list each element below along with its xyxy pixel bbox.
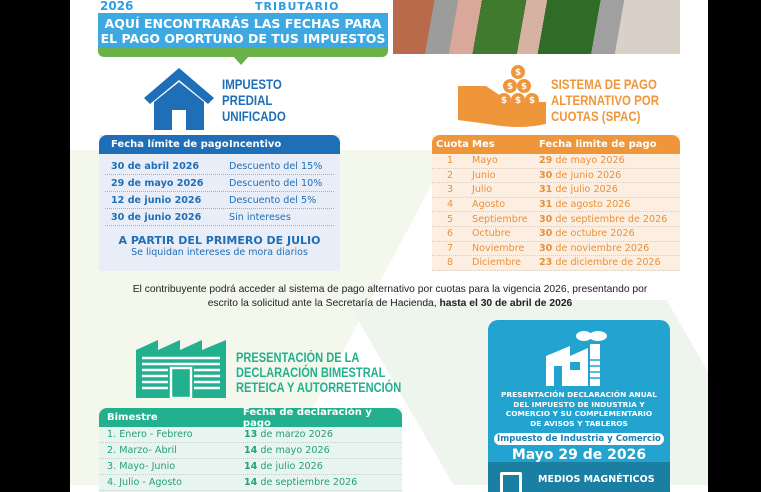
incentive-cell: Descuento del 10% bbox=[229, 177, 323, 189]
banner: AQUÍ ENCONTRARÁS LAS FECHAS PARA EL PAGO… bbox=[98, 13, 388, 57]
svg-text:$: $ bbox=[507, 82, 513, 92]
ica-pill: Impuesto de Industria y Comercio bbox=[494, 433, 664, 445]
date-cell: 30 de septiembre de 2026 bbox=[539, 213, 668, 225]
spac-table: Cuota Mes Fecha limite de pago 1 Mayo 29 de … bbox=[432, 135, 680, 271]
table-row: 2 Junio 30 de junio 2026 bbox=[432, 169, 680, 184]
table-row: 1 Mayo 29 de mayo 2026 bbox=[432, 154, 680, 169]
bimestre-cell: 1. Enero - Febrero bbox=[107, 429, 193, 440]
table-row: 1. Enero - Febrero 13 de marzo 2026 bbox=[99, 427, 402, 443]
table-row: 2. Marzo- Abril 14 de mayo 2026 bbox=[99, 443, 402, 459]
cuota-cell: 8 bbox=[446, 257, 454, 269]
table-row: 5 Septiembre 30 de septiembre de 2026 bbox=[432, 212, 680, 227]
date-cell: 29 de mayo 2026 bbox=[539, 155, 625, 167]
date-cell: 14 de mayo 2026 bbox=[244, 445, 330, 456]
table-row: 4. Julio - Agosto 14 de septiembre 2026 bbox=[99, 475, 402, 491]
date-cell: 23 de diciembre de 2026 bbox=[539, 257, 661, 269]
table-row: 6 Octubre 30 de octubre 2026 bbox=[432, 227, 680, 242]
date-cell: 29 de mayo 2026 bbox=[111, 177, 204, 189]
cuota-cell: 1 bbox=[446, 155, 454, 167]
svg-text:$: $ bbox=[515, 68, 521, 78]
date-cell: 30 de junio 2026 bbox=[539, 169, 622, 181]
table-row: 12 de junio 2026 Descuento del 5% bbox=[105, 192, 334, 209]
table-row: 30 de junio 2026 Sin intereses bbox=[105, 209, 334, 226]
spac-title: SISTEMA DE PAGO ALTERNATIVO POR CUOTAS (SP… bbox=[551, 76, 659, 124]
incentive-cell: Descuento del 5% bbox=[229, 194, 317, 206]
month-cell: Septiembre bbox=[472, 213, 528, 225]
month-cell: Octubre bbox=[472, 228, 511, 240]
predial-notice: A PARTIR DEL PRIMERO DE JULIO bbox=[118, 234, 321, 247]
banner-line: AQUÍ ENCONTRARÁS LAS FECHAS PARA bbox=[104, 16, 382, 31]
date-cell: 31 de julio 2026 bbox=[539, 184, 618, 196]
date-cell: 30 de noviembre 2026 bbox=[539, 242, 650, 254]
reteica-title: PRESENTACIÓN DE LA DECLARACIÓN BIMESTRAL R… bbox=[236, 350, 402, 395]
svg-text:$: $ bbox=[515, 96, 521, 106]
date-cell: 14 de septiembre 2026 bbox=[244, 477, 358, 488]
date-cell: 30 de junio 2026 bbox=[111, 211, 202, 223]
bimestre-cell: 4. Julio - Agosto bbox=[107, 477, 183, 488]
month-cell: Agosto bbox=[472, 199, 506, 211]
svg-text:$: $ bbox=[501, 96, 507, 106]
date-cell: 31 de agosto 2026 bbox=[539, 199, 631, 211]
ica-date: Mayo 29 de 2026 bbox=[511, 447, 647, 463]
predial-title: IMPUESTO PREDIAL UNIFICADO bbox=[222, 76, 286, 124]
table-row: 3. Mayo- Junio 14 de julio 2026 bbox=[99, 459, 402, 475]
month-cell: Julio bbox=[472, 184, 493, 196]
predial-table: Fecha límite de pago Incentivo 30 de abri… bbox=[99, 135, 340, 271]
table-row: 8 Diciembre 23 de diciembre de 2026 bbox=[432, 256, 680, 271]
date-cell: 13 de marzo 2026 bbox=[244, 429, 333, 440]
cuota-cell: 3 bbox=[446, 184, 454, 196]
table-row: 30 de abril 2026 Descuento del 15% bbox=[105, 158, 334, 175]
date-cell: 30 de octubre 2026 bbox=[539, 228, 635, 240]
ica-title: PRESENTACIÓN DECLARACIÓN ANUAL DEL IMPUES… bbox=[501, 390, 657, 428]
incentive-cell: Sin intereses bbox=[229, 211, 291, 223]
year-title: 2026 bbox=[100, 0, 134, 13]
month-cell: Junio bbox=[472, 169, 496, 181]
date-cell: 30 de abril 2026 bbox=[111, 160, 200, 172]
table-row: 7 Noviembre 30 de noviembre 2026 bbox=[432, 242, 680, 257]
ica-card: PRESENTACIÓN DECLARACIÓN ANUAL DEL IMPUES… bbox=[488, 320, 670, 492]
incentive-cell: Descuento del 15% bbox=[229, 160, 323, 172]
cuota-cell: 6 bbox=[446, 228, 454, 240]
cuota-cell: 2 bbox=[446, 169, 454, 181]
medios-label: MEDIOS MAGNÉTICOS bbox=[538, 474, 655, 485]
date-cell: 14 de julio 2026 bbox=[244, 461, 323, 472]
document-icon bbox=[500, 472, 522, 492]
table-row: 29 de mayo 2026 Descuento del 10% bbox=[105, 175, 334, 192]
table-row: 3 Julio 31 de julio 2026 bbox=[432, 183, 680, 198]
cuota-cell: 7 bbox=[446, 242, 454, 254]
month-cell: Diciembre bbox=[472, 257, 521, 269]
bimestre-cell: 2. Marzo- Abril bbox=[107, 445, 177, 456]
spac-note: El contribuyente podrá acceder al sistem… bbox=[132, 284, 648, 309]
aerial-photo bbox=[393, 0, 680, 54]
svg-text:$: $ bbox=[529, 96, 535, 106]
factory-icon bbox=[136, 340, 226, 398]
banner-line: EL PAGO OPORTUNO DE TUS IMPUESTOS bbox=[100, 31, 386, 46]
svg-text:$: $ bbox=[521, 82, 527, 92]
factory-icon bbox=[546, 331, 607, 386]
month-cell: Mayo bbox=[472, 155, 498, 167]
subtitle: TRIBUTARIO bbox=[255, 0, 340, 13]
bimestre-cell: 3. Mayo- Junio bbox=[107, 461, 176, 472]
predial-notice-sub: Se liquidan intereses de mora diarios bbox=[131, 247, 308, 258]
table-row: 4 Agosto 31 de agosto 2026 bbox=[432, 198, 680, 213]
cuota-cell: 5 bbox=[446, 213, 454, 225]
reteica-table: Bimestre Fecha de declaración y pago 1. E… bbox=[99, 407, 402, 492]
month-cell: Noviembre bbox=[472, 242, 525, 254]
infographic: 2026 TRIBUTARIO AQUÍ ENCONTRARÁS LAS FEC… bbox=[70, 0, 708, 492]
house-icon bbox=[144, 68, 214, 130]
cuota-cell: 4 bbox=[446, 199, 454, 211]
date-cell: 12 de junio 2026 bbox=[111, 194, 202, 206]
hand-coins-icon: $$ $$ $ $ bbox=[458, 65, 546, 127]
banner-pointer bbox=[233, 56, 249, 65]
